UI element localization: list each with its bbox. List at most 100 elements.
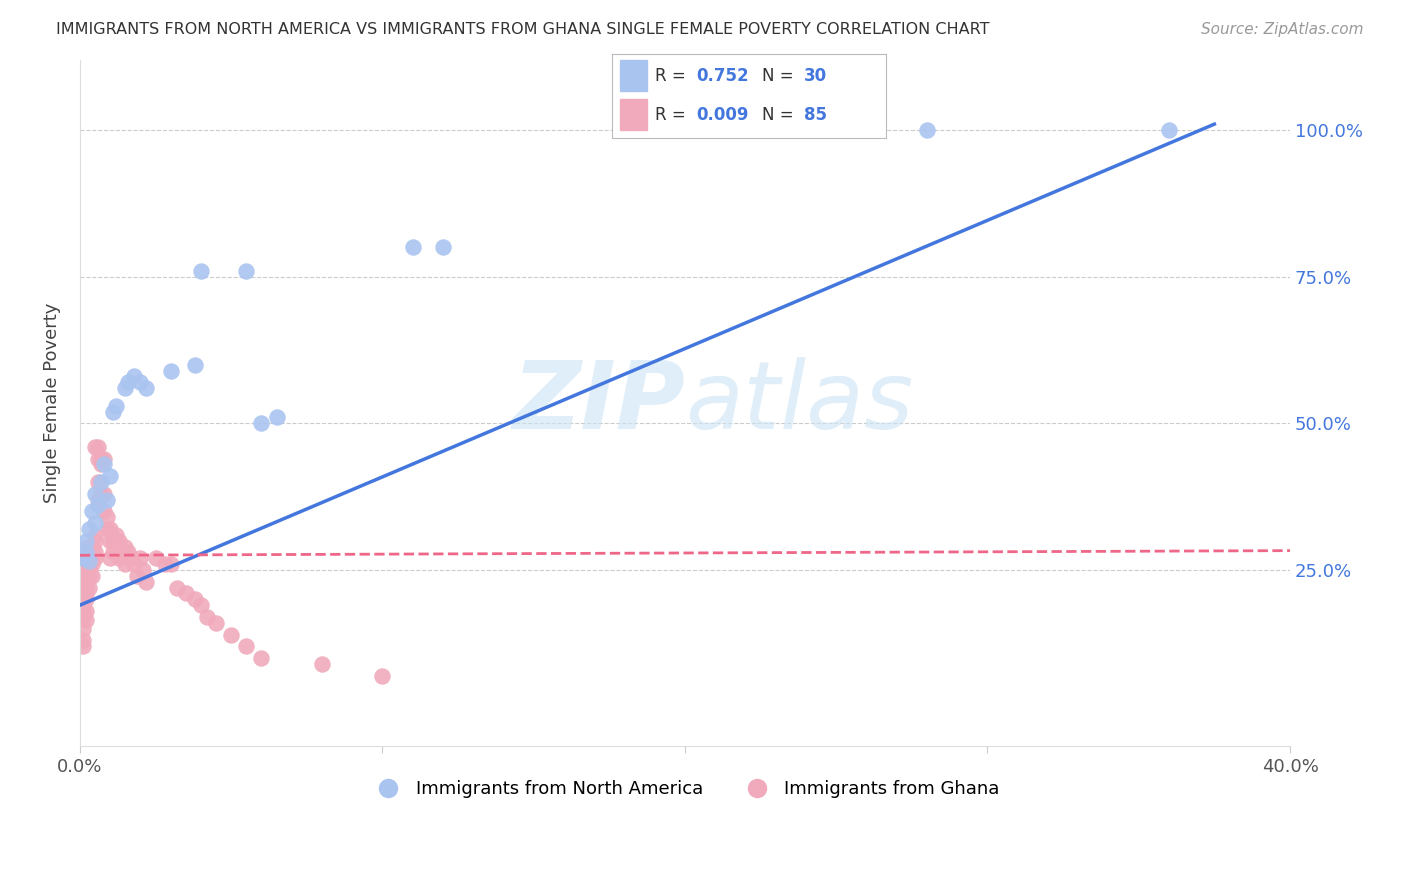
Point — [72, 604, 94, 618]
Point — [72, 633, 94, 648]
Point — [84, 528, 107, 542]
Point — [77, 551, 100, 566]
Point — [98, 551, 121, 566]
Point — [184, 592, 207, 607]
Point — [114, 540, 136, 554]
Point — [72, 610, 94, 624]
Point — [90, 458, 112, 472]
Point — [72, 574, 94, 589]
Point — [75, 586, 97, 600]
Text: 0.752: 0.752 — [696, 67, 749, 85]
Point — [98, 522, 121, 536]
Point — [108, 533, 131, 548]
Point — [75, 592, 97, 607]
Point — [124, 557, 146, 571]
Point — [72, 551, 94, 566]
Point — [90, 487, 112, 501]
Point — [90, 451, 112, 466]
Point — [84, 545, 107, 559]
Point — [120, 551, 142, 566]
Point — [96, 492, 118, 507]
Point — [105, 399, 128, 413]
Text: ZIP: ZIP — [512, 357, 685, 449]
Point — [371, 668, 394, 682]
Text: IMMIGRANTS FROM NORTH AMERICA VS IMMIGRANTS FROM GHANA SINGLE FEMALE POVERTY COR: IMMIGRANTS FROM NORTH AMERICA VS IMMIGRA… — [56, 22, 990, 37]
Point — [114, 381, 136, 395]
Point — [205, 615, 228, 630]
Point — [75, 545, 97, 559]
Point — [77, 554, 100, 568]
Point — [87, 440, 110, 454]
Point — [132, 563, 155, 577]
Point — [184, 358, 207, 372]
Point — [432, 240, 454, 254]
Point — [96, 510, 118, 524]
Text: R =: R = — [655, 67, 692, 85]
Text: N =: N = — [762, 105, 799, 123]
Point — [135, 574, 157, 589]
Point — [72, 592, 94, 607]
Point — [311, 657, 333, 671]
Point — [72, 551, 94, 566]
Point — [219, 627, 242, 641]
Point — [93, 458, 115, 472]
Point — [93, 487, 115, 501]
Point — [401, 240, 423, 254]
Point — [250, 417, 273, 431]
Point — [72, 542, 94, 557]
Point — [84, 551, 107, 566]
Point — [84, 516, 107, 530]
Point — [75, 613, 97, 627]
Point — [190, 598, 212, 612]
Point — [72, 622, 94, 636]
Point — [72, 598, 94, 612]
Point — [80, 557, 103, 571]
Point — [195, 610, 218, 624]
Text: N =: N = — [762, 67, 799, 85]
Point — [75, 557, 97, 571]
Point — [75, 581, 97, 595]
Point — [84, 487, 107, 501]
Point — [108, 551, 131, 566]
Point — [80, 551, 103, 566]
Point — [75, 551, 97, 566]
Point — [84, 440, 107, 454]
Point — [72, 557, 94, 571]
Point — [77, 569, 100, 583]
Point — [124, 369, 146, 384]
Point — [235, 639, 257, 653]
Point — [135, 381, 157, 395]
Point — [87, 499, 110, 513]
Point — [90, 475, 112, 489]
Text: atlas: atlas — [685, 358, 912, 449]
Point — [127, 569, 149, 583]
Point — [77, 545, 100, 559]
Point — [72, 569, 94, 583]
Point — [80, 504, 103, 518]
Point — [145, 551, 167, 566]
Point — [174, 586, 197, 600]
Point — [87, 475, 110, 489]
Point — [1157, 123, 1180, 137]
Point — [84, 533, 107, 548]
Point — [96, 522, 118, 536]
Point — [114, 557, 136, 571]
Point — [117, 376, 139, 390]
Point — [915, 123, 938, 137]
Point — [72, 639, 94, 653]
Point — [129, 376, 152, 390]
Point — [98, 533, 121, 548]
Point — [75, 542, 97, 557]
Point — [111, 545, 134, 559]
Point — [93, 504, 115, 518]
Text: 0.009: 0.009 — [696, 105, 749, 123]
Point — [75, 533, 97, 548]
Point — [75, 569, 97, 583]
Point — [77, 522, 100, 536]
Point — [75, 604, 97, 618]
Text: 30: 30 — [804, 67, 827, 85]
Bar — [620, 61, 647, 91]
Point — [105, 528, 128, 542]
Point — [117, 545, 139, 559]
Text: Source: ZipAtlas.com: Source: ZipAtlas.com — [1201, 22, 1364, 37]
